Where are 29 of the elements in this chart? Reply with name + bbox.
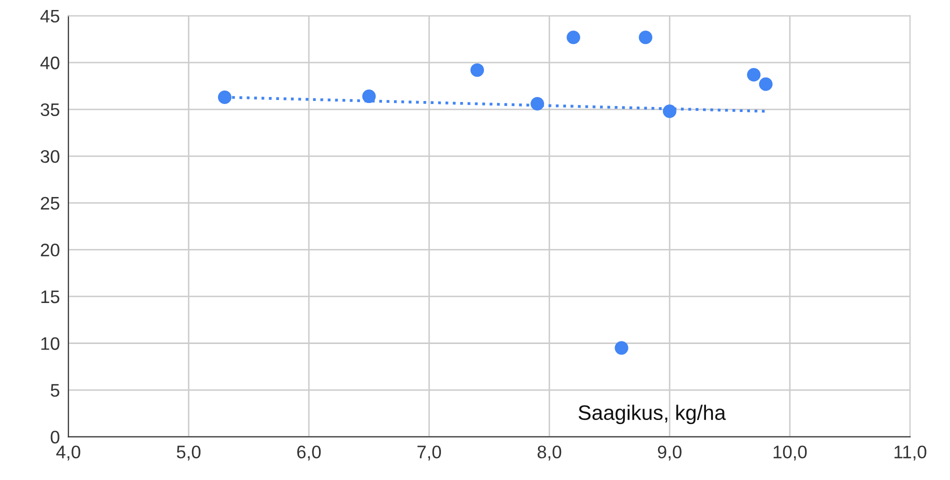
- point: [614, 341, 628, 355]
- y-tick-label: 0: [50, 430, 60, 444]
- point: [662, 104, 676, 118]
- y-tick-label: 20: [40, 244, 60, 256]
- y-tick-label: 15: [41, 290, 60, 304]
- x-tick-label: 9,0: [658, 446, 682, 461]
- y-tick-label: 40: [40, 56, 60, 70]
- x-tick-label: 7,0: [418, 446, 441, 461]
- point: [218, 90, 232, 104]
- y-tick-label: 5: [50, 384, 60, 397]
- x-tick-label: 6,0: [297, 446, 321, 461]
- point: [566, 30, 580, 44]
- x-tick-label: 5,0: [176, 446, 200, 461]
- point: [747, 68, 761, 82]
- point: [362, 90, 376, 104]
- y-tick-label: 45: [40, 10, 60, 23]
- point: [638, 30, 652, 44]
- x-tick-label: 10,0: [774, 446, 807, 461]
- y-tick-label: 35: [40, 103, 60, 116]
- y-tick-label: 25: [40, 196, 60, 210]
- point: [470, 63, 484, 77]
- point: [759, 77, 773, 91]
- y-tick-label: 30: [40, 150, 60, 163]
- x-axis-title: Saagikus, kg/ha: [578, 404, 726, 424]
- x-tick-label: 4,0: [56, 446, 80, 461]
- point: [530, 97, 544, 111]
- x-tick-label: 11,0: [894, 446, 926, 461]
- y-tick-label: 10: [41, 337, 60, 350]
- x-tick-label: 8,0: [538, 446, 562, 461]
